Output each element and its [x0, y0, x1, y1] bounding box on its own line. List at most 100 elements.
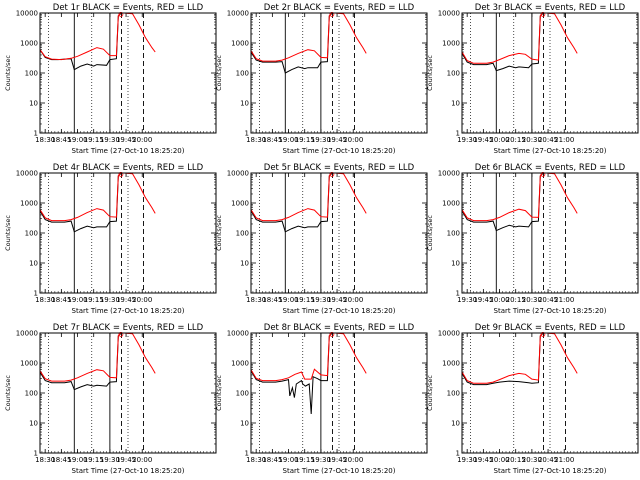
x-tick-label: 18:30: [246, 296, 266, 304]
y-tick-label: 10: [451, 420, 460, 428]
x-axis-label: Start Time (27-Oct-10 18:25:20): [283, 307, 396, 315]
y-tick-label: 1000: [231, 360, 249, 368]
x-axis-label: Start Time (27-Oct-10 18:25:20): [494, 467, 607, 475]
x-tick-label: 19:00: [67, 296, 87, 304]
x-tick-label: 20:00: [132, 136, 152, 144]
y-tick-label: 10000: [438, 10, 460, 18]
y-tick-label: 10000: [16, 330, 38, 338]
x-axis-label: Start Time (27-Oct-10 18:25:20): [494, 307, 607, 315]
y-axis-label: Counts/sec: [426, 375, 434, 411]
lld-line: [461, 332, 578, 384]
x-tick-label: 20:45: [538, 296, 558, 304]
y-axis-label: Counts/sec: [215, 375, 223, 411]
x-tick-label: 20:15: [506, 296, 526, 304]
x-tick-label: 21:00: [554, 136, 574, 144]
y-tick-label: 1000: [20, 360, 38, 368]
y-tick-label: 100: [447, 70, 460, 78]
x-tick-label: 19:30: [311, 296, 331, 304]
y-tick-label: 10000: [227, 330, 249, 338]
x-tick-label: 20:30: [522, 456, 542, 464]
y-tick-label: 1: [34, 130, 38, 138]
y-tick-label: 10000: [16, 10, 38, 18]
x-tick-label: 20:00: [489, 456, 509, 464]
x-tick-label: 19:45: [473, 456, 493, 464]
x-tick-label: 18:45: [51, 456, 71, 464]
x-tick-label: 18:30: [246, 136, 266, 144]
x-tick-label: 19:15: [295, 136, 315, 144]
y-axis-label: Counts/sec: [4, 215, 12, 251]
panel-title: Det 6r BLACK = Events, RED = LLD: [475, 163, 626, 173]
plot-frame: [250, 172, 428, 294]
saturation-marker: [329, 171, 335, 177]
plot-frame: [39, 12, 217, 134]
detector-panel: Det 8r BLACK = Events, RED = LLD Counts/s…: [215, 323, 428, 475]
x-tick-label: 18:30: [35, 136, 55, 144]
panel-title: Det 2r BLACK = Events, RED = LLD: [264, 3, 415, 13]
y-tick-label: 10: [240, 100, 249, 108]
x-tick-label: 20:30: [522, 136, 542, 144]
y-axis-label: Counts/sec: [215, 215, 223, 251]
x-tick-label: 19:45: [116, 296, 136, 304]
x-tick-label: 19:30: [311, 136, 331, 144]
y-tick-label: 100: [236, 390, 249, 398]
x-tick-label: 18:30: [35, 456, 55, 464]
panel-title: Det 8r BLACK = Events, RED = LLD: [264, 323, 415, 333]
y-tick-label: 100: [447, 390, 460, 398]
x-tick-label: 19:00: [278, 136, 298, 144]
x-tick-label: 19:15: [295, 296, 315, 304]
panel-title: Det 5r BLACK = Events, RED = LLD: [264, 163, 415, 173]
plot-frame: [461, 332, 639, 454]
x-axis-label: Start Time (27-Oct-10 18:25:20): [72, 147, 185, 155]
plot-frame: [461, 172, 639, 294]
x-tick-label: 18:45: [51, 296, 71, 304]
x-tick-label: 18:45: [51, 136, 71, 144]
y-axis-label: Counts/sec: [426, 55, 434, 91]
x-tick-label: 20:15: [506, 456, 526, 464]
x-tick-label: 18:45: [262, 296, 282, 304]
events-line: [461, 332, 547, 386]
x-tick-label: 20:00: [343, 136, 363, 144]
detector-panel: Det 6r BLACK = Events, RED = LLD Counts/s…: [426, 163, 639, 315]
lld-line: [39, 172, 156, 222]
detector-panel: Det 2r BLACK = Events, RED = LLD Counts/s…: [215, 3, 428, 155]
x-tick-label: 19:00: [67, 456, 87, 464]
plot-frame: [250, 12, 428, 134]
x-tick-label: 20:30: [522, 296, 542, 304]
x-tick-label: 20:00: [132, 296, 152, 304]
x-tick-label: 19:30: [311, 456, 331, 464]
lld-line: [250, 12, 367, 62]
x-tick-label: 19:00: [278, 456, 298, 464]
panel-title: Det 7r BLACK = Events, RED = LLD: [53, 323, 204, 333]
x-tick-label: 19:15: [84, 296, 104, 304]
x-tick-label: 20:00: [489, 136, 509, 144]
y-tick-label: 100: [236, 70, 249, 78]
x-tick-label: 19:30: [100, 136, 120, 144]
y-tick-label: 1: [456, 450, 460, 458]
x-tick-label: 19:15: [295, 456, 315, 464]
events-line: [461, 12, 547, 72]
y-tick-label: 1: [245, 290, 249, 298]
y-tick-label: 1: [456, 130, 460, 138]
y-tick-label: 1: [34, 290, 38, 298]
y-tick-label: 1: [456, 290, 460, 298]
x-tick-label: 20:00: [489, 296, 509, 304]
y-tick-label: 10: [29, 100, 38, 108]
y-tick-label: 10: [240, 260, 249, 268]
events-line: [39, 172, 125, 233]
y-tick-label: 1000: [231, 40, 249, 48]
panel-title: Det 9r BLACK = Events, RED = LLD: [475, 323, 626, 333]
x-tick-label: 20:00: [132, 456, 152, 464]
y-axis-label: Counts/sec: [4, 375, 12, 411]
x-tick-label: 20:15: [506, 136, 526, 144]
plot-frame: [39, 332, 217, 454]
y-tick-label: 10: [29, 420, 38, 428]
x-tick-label: 19:15: [84, 136, 104, 144]
y-axis-label: Counts/sec: [4, 55, 12, 91]
y-tick-label: 10: [451, 100, 460, 108]
x-tick-label: 21:00: [554, 296, 574, 304]
y-tick-label: 10000: [438, 330, 460, 338]
y-tick-label: 1: [34, 450, 38, 458]
lld-line: [461, 172, 578, 222]
lld-line: [461, 12, 578, 64]
